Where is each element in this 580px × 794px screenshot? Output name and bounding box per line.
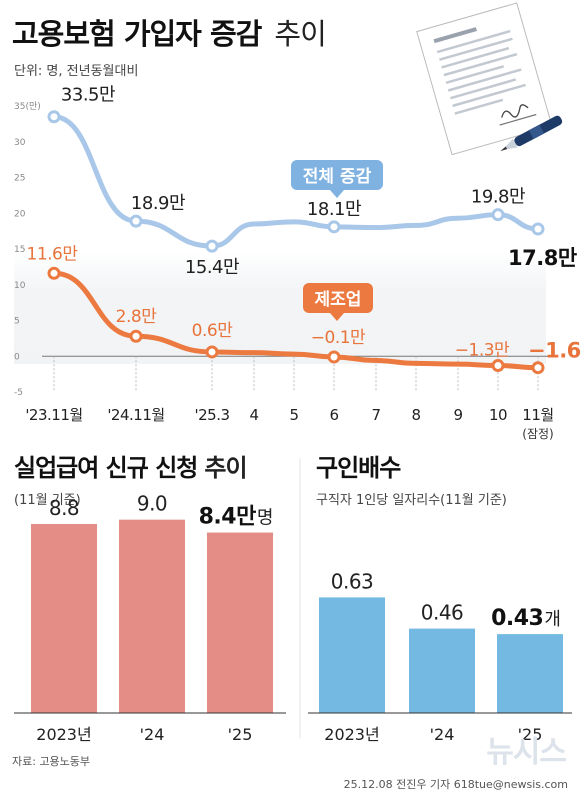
y-tick-label: 5 bbox=[14, 317, 20, 327]
series-manufacturing-name: 제조업 bbox=[315, 290, 362, 310]
x-tick-label: '24.11월 bbox=[107, 406, 164, 424]
data-point bbox=[47, 110, 61, 124]
data-label: −0.1만 bbox=[311, 328, 366, 348]
bar-category-label: '25 bbox=[228, 725, 253, 744]
series-total-name: 전체 증감 bbox=[303, 167, 372, 187]
x-tick-label: 11월 bbox=[522, 406, 553, 424]
credit-note: 25.12.08 전진우 기자 618tue@newsis.com bbox=[344, 778, 568, 791]
x-tick-label: '25.3 bbox=[194, 406, 229, 424]
data-label: −1.6만 bbox=[528, 339, 580, 363]
y-axis-ticks: 35(만) 30 25 20 15 10 5 0 -5 bbox=[14, 101, 41, 398]
x-tick-label: 5 bbox=[289, 406, 298, 424]
bar bbox=[207, 532, 273, 713]
data-point bbox=[327, 220, 341, 234]
data-point bbox=[205, 239, 219, 253]
unemployment-chart-title: 실업급여 신규 신청 추이 bbox=[14, 454, 247, 482]
x-tick-label: 6 bbox=[329, 406, 338, 424]
y-tick-label: 0 bbox=[14, 352, 20, 362]
data-label: 11.6만 bbox=[27, 244, 79, 264]
bar-category-label: '25 bbox=[518, 725, 543, 744]
y-tick-label: 30 bbox=[14, 138, 26, 148]
data-point bbox=[491, 359, 505, 373]
bar-value-label: 8.8 bbox=[49, 496, 79, 520]
unemployment-benefit-chart: 실업급여 신규 신청 추이 (11월 기준) 8.8 2023년 9.0 '24 8.4만… bbox=[14, 454, 286, 744]
document-pen-illustration bbox=[416, 2, 563, 156]
line-chart: 35(만) 30 25 20 15 10 5 0 -5 '23.11월 '24.11월 '25.3 4… bbox=[14, 85, 580, 441]
data-point bbox=[531, 222, 545, 236]
data-label: 33.5만 bbox=[61, 85, 115, 106]
data-label: 0.6만 bbox=[192, 321, 234, 341]
data-label: 19.8만 bbox=[471, 187, 525, 208]
x-tick-note: (잠정) bbox=[522, 427, 553, 441]
bar bbox=[31, 523, 97, 713]
data-label: −1.3만 bbox=[455, 341, 510, 361]
bar-category-label: '24 bbox=[140, 725, 165, 744]
series-total-tag: 전체 증감 bbox=[291, 160, 383, 198]
bar-value-label: 8.4만명 bbox=[199, 505, 274, 530]
y-tick-label: 15 bbox=[14, 245, 25, 255]
x-tick-label: 7 bbox=[371, 406, 380, 424]
data-label: 2.8만 bbox=[116, 307, 158, 327]
bar-value-label: 9.0 bbox=[137, 492, 167, 516]
bar-value-label: 0.63 bbox=[331, 569, 374, 593]
job-offer-chart-title: 구인배수 bbox=[316, 454, 401, 482]
y-tick-label: 20 bbox=[14, 209, 26, 219]
bar-category-label: 2023년 bbox=[36, 725, 91, 744]
data-point bbox=[129, 214, 143, 228]
unemployment-chart-subtitle: (11월 기준) bbox=[14, 493, 81, 508]
data-point bbox=[47, 266, 61, 280]
job-offer-ratio-chart: 구인배수 구직자 1인당 일자리수(11월 기준) 0.63 2023년 0.46 '… bbox=[308, 454, 572, 744]
job-offer-chart-subtitle: 구직자 1인당 일자리수(11월 기준) bbox=[316, 493, 507, 508]
y-tick-label: 10 bbox=[14, 281, 26, 291]
x-tick-label: 4 bbox=[249, 406, 258, 424]
data-point bbox=[327, 350, 341, 364]
source-note: 자료: 고용노동부 bbox=[12, 755, 90, 768]
data-point bbox=[531, 361, 545, 375]
unit-note: 단위: 명, 전년동월대비 bbox=[14, 64, 138, 79]
data-label: 18.9만 bbox=[131, 193, 185, 214]
plot-band bbox=[14, 252, 546, 364]
bar bbox=[409, 628, 475, 713]
series-manufacturing: 11.6만 2.8만 0.6만 −0.1만 −1.3만 −1.6만 bbox=[27, 244, 580, 375]
newsis-logo: 뉴시스 bbox=[486, 735, 566, 770]
series-manufacturing-tag: 제조업 bbox=[303, 283, 373, 321]
bar-value-label: 0.43개 bbox=[491, 606, 561, 631]
page-title: 고용보험 가입자 증감 추이 bbox=[12, 17, 326, 51]
x-tick-label: 10 bbox=[489, 406, 507, 424]
x-tick-label: 8 bbox=[411, 406, 420, 424]
bar bbox=[319, 597, 385, 713]
data-point bbox=[491, 208, 505, 222]
y-tick-label: -5 bbox=[14, 388, 23, 398]
y-tick-label: 35(만) bbox=[14, 101, 41, 112]
y-tick-label: 25 bbox=[14, 174, 25, 184]
bar-category-label: 2023년 bbox=[324, 725, 379, 744]
data-label: 17.8만 bbox=[508, 246, 577, 270]
bar-category-label: '24 bbox=[430, 725, 455, 744]
bar-value-label: 0.46 bbox=[421, 601, 464, 625]
x-axis-ticks: '23.11월 '24.11월 '25.3 4 5 6 7 8 9 10 11월 (잠정) bbox=[25, 406, 554, 441]
x-tick-label: '23.11월 bbox=[25, 406, 82, 424]
series-line bbox=[51, 270, 541, 371]
series-total: 33.5만 18.9만 15.4만 18.1만 19.8만 17.8만 bbox=[47, 85, 577, 278]
series-line bbox=[51, 114, 541, 249]
data-point bbox=[205, 345, 219, 359]
x-tick-label: 9 bbox=[453, 406, 462, 424]
bar bbox=[497, 634, 563, 713]
data-point bbox=[129, 329, 143, 343]
data-label: 15.4만 bbox=[185, 257, 239, 278]
bar bbox=[119, 519, 185, 713]
data-label: 18.1만 bbox=[307, 199, 361, 220]
